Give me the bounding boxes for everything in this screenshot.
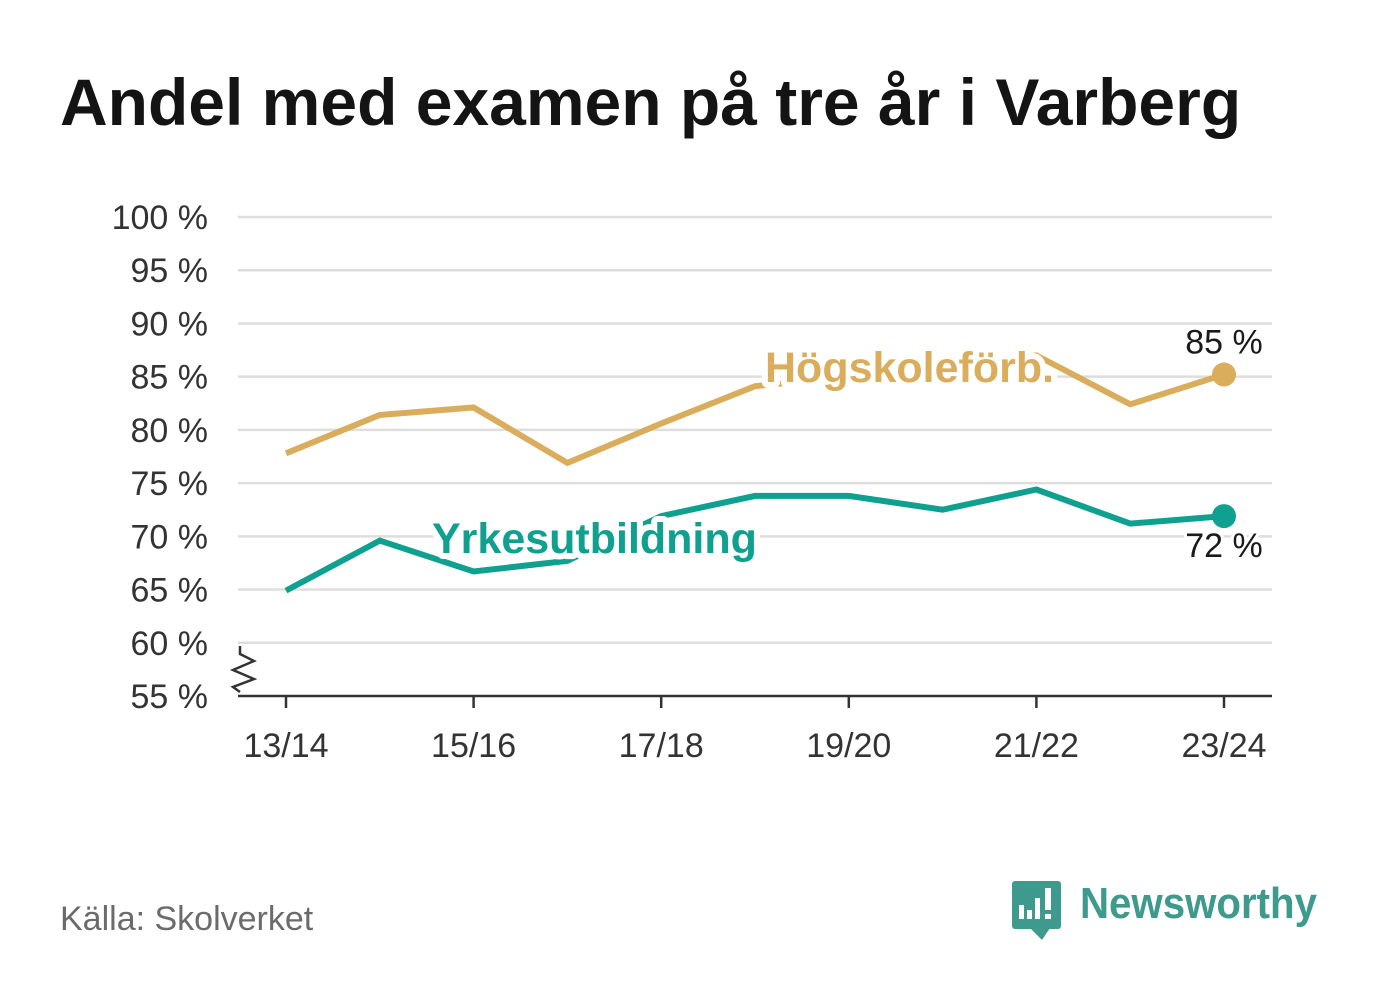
bar-chart-speech-bubble-icon — [1012, 881, 1061, 940]
axis-break-icon — [229, 646, 258, 694]
y-tick-label: 80 % — [131, 412, 209, 450]
x-tick-label: 21/22 — [994, 727, 1079, 765]
series-line-yrkesutbildning — [284, 486, 1225, 594]
source-note: Källa: Skolverket — [60, 900, 314, 938]
series-label-hogskoleforb: Högskoleförb. — [765, 344, 1054, 392]
y-tick-label: 75 % — [131, 465, 209, 503]
x-tick-label: 17/18 — [619, 727, 704, 765]
end-value-label-yrkesutbildning: 72 % — [1185, 527, 1263, 565]
y-tick-label: 90 % — [131, 305, 209, 343]
series-label-yrkesutbildning: Yrkesutbildning — [432, 515, 757, 563]
brand-name: Newsworthy — [1080, 879, 1317, 928]
x-tick-label: 15/16 — [431, 727, 516, 765]
series-lines — [284, 352, 1225, 594]
gridlines — [238, 215, 1272, 645]
y-tick-label: 95 % — [131, 252, 209, 290]
series-end-point-yrkesutbildning — [1212, 504, 1236, 529]
series-labels: Högskoleförb. Yrkesutbildning — [426, 338, 1060, 569]
y-tick-label: 100 % — [112, 199, 208, 237]
series-end-point-hogskoleforb — [1212, 362, 1236, 387]
y-tick-label: 60 % — [131, 625, 209, 663]
newsworthy-logo: Newsworthy — [1012, 879, 1317, 940]
series-line-hogskoleforb — [284, 352, 1225, 467]
x-tick-label: 13/14 — [243, 727, 328, 765]
x-tick-label: 23/24 — [1181, 727, 1266, 765]
chart-title: Andel med examen på tre år i Varberg — [60, 65, 1241, 139]
y-tick-label: 65 % — [131, 572, 209, 610]
y-tick-label: 70 % — [131, 518, 209, 556]
y-tick-label: 85 % — [131, 359, 209, 397]
series-end-points: 85 % 72 % — [1182, 321, 1266, 569]
y-axis: 100 % 95 % 90 % 85 % 80 % 75 % 70 % 65 % 60 % 55 … — [112, 199, 208, 716]
y-tick-label: 55 % — [131, 678, 209, 716]
x-tick-label: 19/20 — [806, 727, 891, 765]
end-value-label-hogskoleforb: 85 % — [1185, 324, 1263, 362]
x-axis: 13/14 15/16 17/18 19/20 21/22 23/24 — [238, 694, 1272, 765]
